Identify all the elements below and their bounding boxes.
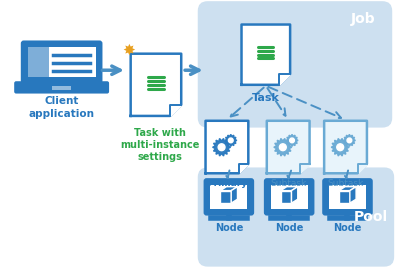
Text: Task: Task <box>252 93 280 103</box>
Circle shape <box>337 144 343 151</box>
Bar <box>271 185 308 209</box>
Polygon shape <box>331 139 349 156</box>
Text: Primary: Primary <box>207 179 247 188</box>
Circle shape <box>218 144 225 151</box>
Text: Task with
multi-instance
settings: Task with multi-instance settings <box>120 128 199 162</box>
Polygon shape <box>170 105 181 116</box>
Polygon shape <box>350 187 356 203</box>
Polygon shape <box>281 191 291 203</box>
Polygon shape <box>239 164 248 173</box>
Polygon shape <box>291 187 298 203</box>
Polygon shape <box>281 187 298 191</box>
Bar <box>329 185 366 209</box>
Text: Client
application: Client application <box>29 96 95 119</box>
Polygon shape <box>220 191 231 203</box>
Polygon shape <box>225 134 237 146</box>
Polygon shape <box>339 187 356 191</box>
Text: Subtask: Subtask <box>328 179 364 188</box>
FancyBboxPatch shape <box>264 178 314 215</box>
Polygon shape <box>300 164 310 173</box>
Circle shape <box>228 138 233 143</box>
Circle shape <box>279 144 286 151</box>
Polygon shape <box>131 54 181 116</box>
Bar <box>27 47 49 77</box>
FancyBboxPatch shape <box>204 178 254 215</box>
Circle shape <box>347 138 352 143</box>
Bar <box>27 47 96 77</box>
FancyBboxPatch shape <box>198 167 394 267</box>
FancyBboxPatch shape <box>21 41 102 84</box>
Bar <box>52 86 71 90</box>
Polygon shape <box>267 121 310 173</box>
Polygon shape <box>213 139 230 156</box>
FancyBboxPatch shape <box>198 1 392 128</box>
Circle shape <box>290 138 295 143</box>
Text: Job: Job <box>351 12 375 26</box>
Polygon shape <box>286 134 298 146</box>
Text: Node: Node <box>215 223 243 233</box>
Text: Subtask: Subtask <box>270 179 306 188</box>
Text: ✸: ✸ <box>122 43 135 58</box>
FancyBboxPatch shape <box>14 81 109 93</box>
Polygon shape <box>324 121 367 173</box>
Polygon shape <box>231 187 238 203</box>
Text: Pool: Pool <box>354 210 388 224</box>
Polygon shape <box>343 134 355 146</box>
Polygon shape <box>357 164 367 173</box>
Bar <box>211 185 247 209</box>
Polygon shape <box>220 187 238 191</box>
Polygon shape <box>242 25 290 85</box>
Polygon shape <box>274 139 292 156</box>
FancyBboxPatch shape <box>322 178 373 215</box>
Text: Node: Node <box>275 223 303 233</box>
Polygon shape <box>279 74 290 85</box>
Text: Node: Node <box>333 223 362 233</box>
Polygon shape <box>205 121 248 173</box>
Polygon shape <box>339 191 350 203</box>
